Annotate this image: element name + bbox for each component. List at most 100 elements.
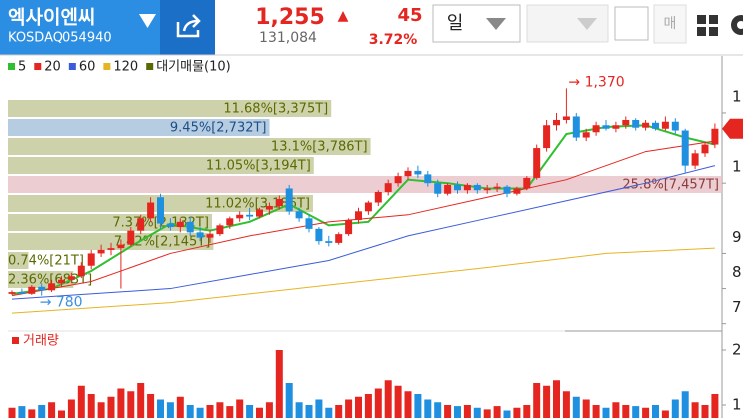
volume-bar — [28, 409, 36, 418]
period-arrow — [486, 18, 506, 30]
sub-select[interactable] — [526, 4, 609, 43]
share-icon — [176, 14, 201, 38]
candle-body — [48, 283, 56, 291]
volume-bar — [246, 405, 254, 418]
input-box[interactable] — [614, 6, 649, 41]
candle-body — [265, 206, 273, 210]
candle-body — [137, 218, 145, 231]
share-button[interactable] — [160, 0, 215, 55]
volume-bar — [493, 406, 501, 418]
stock-selector[interactable] — [0, 0, 160, 55]
candle-body — [553, 119, 560, 126]
volume-bar — [503, 410, 511, 418]
stock-name: 엑사이엔씨 — [8, 7, 95, 29]
volume-bar — [325, 407, 333, 418]
change: 45 — [397, 5, 422, 26]
volume-bar — [582, 399, 590, 418]
volume-swatch — [12, 337, 19, 344]
candle-body — [325, 241, 333, 243]
candle-body — [652, 122, 659, 129]
candle-body — [374, 191, 382, 203]
price-tag — [722, 118, 743, 139]
candle-body — [28, 286, 36, 294]
candle-body — [206, 234, 214, 238]
candle-body — [58, 279, 65, 284]
legend-label: 대기매물(10) — [156, 60, 231, 75]
volume-tick-label: 1 — [732, 396, 742, 414]
profile-label: 25.8%[7,457T] — [622, 178, 719, 193]
candle-body — [147, 202, 155, 219]
profile-label: 11.02%[3,186T] — [205, 197, 310, 212]
volume-bar — [444, 405, 452, 418]
volume-bar — [661, 410, 669, 418]
y-tick-label: 8 — [732, 263, 742, 281]
dropdown-arrow — [139, 14, 156, 28]
profile-bar — [8, 119, 270, 136]
legend-label: 5 — [18, 60, 26, 75]
settings-icon[interactable] — [731, 15, 743, 35]
price: 1,255 — [255, 5, 325, 30]
profile-label: 9.45%[2,732T] — [170, 121, 267, 136]
volume-title: 거래량 — [23, 334, 59, 349]
volume-bar — [87, 394, 95, 418]
volume-bar — [305, 405, 313, 418]
y-tick-label: 9 — [732, 228, 742, 246]
candle-body — [602, 125, 610, 129]
volume-bar — [345, 399, 353, 418]
volume-bar — [602, 407, 610, 418]
volume-bar — [226, 406, 234, 418]
y-tick-label: 1 — [732, 158, 742, 176]
candle-body — [444, 184, 452, 194]
candle-body — [295, 211, 303, 219]
volume-bar — [137, 383, 145, 418]
volume-bar — [38, 405, 46, 418]
candle-body — [592, 125, 600, 133]
volume-bar — [355, 396, 362, 418]
candle-body — [394, 176, 402, 184]
volume-bar — [256, 407, 263, 418]
volume-bar — [523, 405, 531, 418]
volume-bar — [295, 402, 303, 418]
candle-body — [127, 230, 135, 245]
volume-bar — [127, 391, 135, 418]
candle-body — [285, 188, 293, 212]
candle-body — [305, 218, 313, 229]
volume-bar — [543, 385, 551, 418]
candle-body — [67, 276, 75, 280]
candle-body — [622, 119, 630, 126]
period-select[interactable] — [432, 4, 521, 43]
volume-bar — [572, 396, 580, 418]
profile-label: 7.42%[2,145T] — [114, 235, 211, 250]
legend-label: 20 — [44, 60, 61, 75]
candle-body — [424, 174, 432, 184]
candle-body — [562, 116, 570, 120]
profile-label: 11.05%[3,194T] — [206, 159, 311, 174]
legend-label: 120 — [113, 60, 138, 75]
volume-bar — [117, 388, 125, 418]
candle-body — [176, 221, 184, 228]
volume-bar — [424, 399, 432, 418]
candle-body — [483, 188, 491, 191]
volume-bar — [473, 407, 481, 418]
profile-label: 13.1%[3,786T] — [271, 140, 368, 155]
volume-bar — [18, 406, 26, 418]
profile-bar — [8, 233, 214, 250]
volume-bar — [107, 396, 115, 418]
volume-bar — [562, 391, 570, 418]
volume-bar — [454, 406, 461, 418]
code: 054940 — [62, 31, 112, 46]
grid-icon[interactable] — [697, 15, 718, 36]
order-button[interactable] — [653, 4, 687, 44]
candle-body — [434, 183, 442, 194]
volume-bar — [691, 402, 699, 418]
market: KOSDAQ — [8, 31, 63, 46]
annotation: → 780 — [40, 295, 83, 311]
candle-body — [503, 186, 511, 194]
candle-body — [473, 184, 481, 191]
candle-body — [345, 220, 353, 235]
candle-body — [216, 225, 224, 235]
volume-bar — [642, 407, 650, 418]
volume-bar — [157, 399, 164, 418]
volume-bar — [701, 405, 709, 418]
volume-bar — [652, 405, 659, 418]
